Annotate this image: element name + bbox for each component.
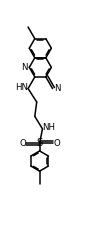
Text: S: S <box>36 138 43 148</box>
Text: N: N <box>54 84 60 93</box>
Text: N: N <box>21 63 28 72</box>
Text: O: O <box>19 139 26 148</box>
Text: HN: HN <box>15 83 28 92</box>
Text: NH: NH <box>42 123 55 132</box>
Text: O: O <box>53 139 60 148</box>
